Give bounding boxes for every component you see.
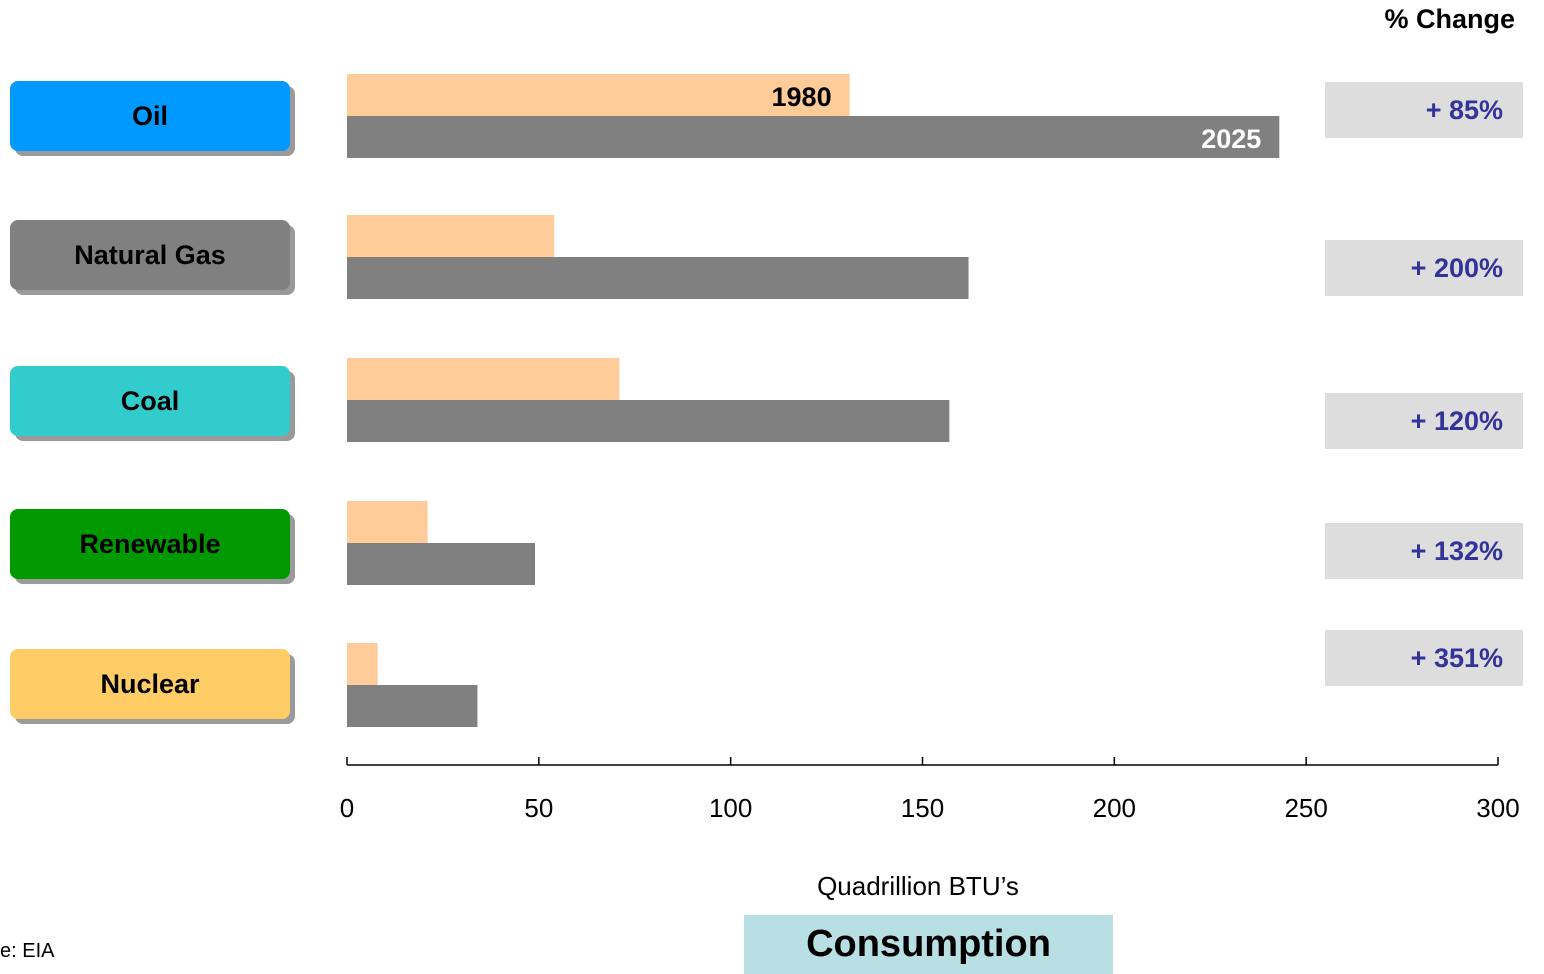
bar-1980-renewable (347, 501, 428, 543)
percent-change-renewable: + 132% (1325, 523, 1523, 579)
bar-2025-oil (347, 116, 1280, 158)
bar-1980-natural-gas (347, 215, 555, 257)
x-tick-label-200: 200 (1093, 793, 1136, 823)
bar-1980-coal (347, 358, 620, 400)
category-label-coal: Coal (10, 366, 290, 436)
category-label-oil: Oil (10, 81, 290, 151)
x-tick-label-50: 50 (524, 793, 553, 823)
x-tick-label-300: 300 (1476, 793, 1519, 823)
x-axis-label: Quadrillion BTU’s (817, 871, 1019, 901)
series-label-1980: 1980 (772, 82, 832, 112)
consumption-label-box: Consumption (744, 915, 1113, 974)
bar-2025-natural-gas (347, 257, 969, 299)
percent-change-nuclear: + 351% (1325, 630, 1523, 686)
category-label-natural-gas: Natural Gas (10, 220, 290, 290)
category-label-renewable: Renewable (10, 509, 290, 579)
category-label-nuclear: Nuclear (10, 649, 290, 719)
x-tick-label-250: 250 (1284, 793, 1327, 823)
x-tick-label-0: 0 (340, 793, 354, 823)
consumption-label: Consumption (806, 923, 1051, 965)
bar-1980-nuclear (347, 643, 378, 685)
percent-change-natural-gas: + 200% (1325, 240, 1523, 296)
percent-change-oil: + 85% (1325, 82, 1523, 138)
bar-2025-nuclear (347, 685, 478, 727)
source-note: e: EIA (0, 940, 55, 962)
x-tick-label-100: 100 (709, 793, 752, 823)
bar-2025-coal (347, 400, 950, 442)
bar-2025-renewable (347, 543, 535, 585)
x-tick-label-150: 150 (901, 793, 944, 823)
series-label-2025: 2025 (1201, 124, 1261, 154)
percent-change-coal: + 120% (1325, 393, 1523, 449)
bar-1980-oil (347, 74, 850, 116)
percent-change-header: % Change (1384, 4, 1515, 34)
